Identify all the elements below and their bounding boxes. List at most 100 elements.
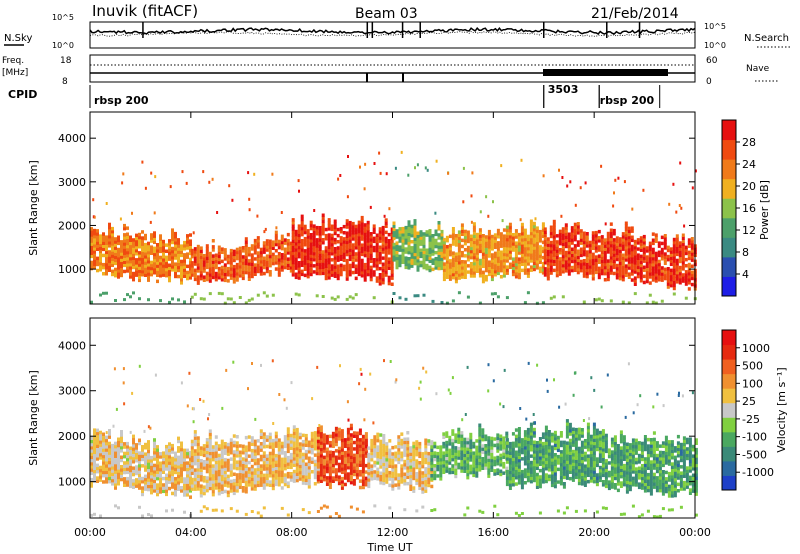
heatmap-cell (469, 448, 473, 453)
heatmap-cell (404, 247, 408, 251)
heatmap-cell (117, 478, 120, 483)
heatmap-cell (205, 274, 209, 279)
heatmap-cell (490, 274, 494, 278)
heatmap-cell (250, 442, 254, 446)
heatmap-cell (321, 253, 325, 257)
heatmap-cell (508, 256, 512, 260)
heatmap-cell (675, 280, 679, 284)
heatmap-cell (153, 441, 156, 445)
heatmap-cell (448, 243, 452, 248)
heatmap-cell (552, 225, 556, 230)
heatmap-cell (250, 458, 254, 462)
heatmap-cell (546, 277, 550, 281)
heatmap-cell (229, 270, 233, 274)
heatmap-cell (523, 268, 527, 272)
heatmap-cell (321, 219, 325, 224)
heatmap-cell (220, 259, 224, 264)
heatmap-cell (310, 441, 314, 445)
heatmap-cell (129, 244, 132, 249)
heatmap-cell (357, 263, 361, 267)
heatmap-cell (123, 260, 126, 264)
heatmap-cell (310, 457, 314, 461)
heatmap-cell (123, 477, 126, 481)
heatmap-cell (325, 469, 329, 474)
heatmap-cell (159, 255, 162, 260)
heatmap-cell (226, 273, 230, 277)
heatmap-cell (129, 253, 132, 258)
heatmap-cell (375, 257, 379, 262)
heatmap-cell (162, 248, 165, 253)
heatmap-cell (633, 242, 637, 247)
heatmap-cell (174, 483, 177, 487)
heatmap-cell (271, 359, 274, 363)
heatmap-cell (315, 262, 319, 266)
heatmap-cell (499, 402, 502, 406)
heatmap-cell (493, 242, 497, 246)
heatmap-cell (398, 248, 402, 252)
heatmap-cell (238, 274, 242, 278)
heatmap-cell (342, 258, 346, 262)
heatmap-cell (346, 466, 350, 470)
heatmap-cell (505, 256, 509, 260)
heatmap-cell (174, 241, 177, 245)
heatmap-cell (349, 468, 353, 472)
heatmap-cell (484, 259, 488, 264)
heatmap-cell (561, 266, 565, 271)
heatmap-cell (238, 261, 242, 266)
heatmap-cell (400, 454, 404, 459)
heatmap-cell (292, 457, 296, 461)
heatmap-cell (609, 256, 613, 260)
heatmap-cell (567, 253, 571, 258)
heatmap-cell (600, 247, 604, 251)
heatmap-cell (364, 387, 367, 391)
heatmap-cell (241, 479, 245, 484)
heatmap-cell (490, 256, 494, 260)
heatmap-cell (421, 471, 425, 475)
heatmap-cell (424, 438, 428, 442)
heatmap-cell (211, 457, 215, 462)
heatmap-cell (321, 213, 325, 217)
heatmap-cell (313, 482, 317, 486)
heatmap-cell (430, 474, 434, 478)
heatmap-cell (415, 459, 419, 463)
heatmap-cell (327, 227, 331, 231)
heatmap-cell (150, 487, 153, 492)
heatmap-cell (564, 259, 568, 264)
nsearch-trace (89, 31, 696, 37)
heatmap-cell (406, 459, 410, 464)
heatmap-cell (535, 229, 539, 233)
heatmap-cell (532, 264, 536, 269)
heatmap-cell (684, 273, 688, 277)
heatmap-cell (397, 454, 401, 458)
heatmap-cell (549, 268, 553, 272)
heatmap-cell (437, 260, 441, 265)
heatmap-cell (156, 273, 159, 277)
heatmap-cell (600, 250, 604, 254)
heatmap-cell (591, 273, 595, 278)
heatmap-cell (372, 236, 376, 241)
heatmap-cell (436, 467, 440, 472)
heatmap-cell (268, 245, 272, 250)
heatmap-cell (532, 234, 536, 238)
heatmap-cell (117, 443, 120, 448)
heatmap-cell (428, 232, 432, 236)
heatmap-cell (361, 473, 365, 477)
heatmap-cell (412, 470, 416, 474)
heatmap-cell (202, 447, 206, 451)
heatmap-cell (283, 241, 287, 245)
heatmap-cell (292, 450, 296, 455)
heatmap-cell (96, 259, 99, 264)
heatmap-cell (606, 268, 610, 272)
heatmap-cell (93, 460, 96, 464)
heatmap-cell (395, 256, 399, 261)
heatmap-cell (532, 249, 536, 253)
heatmap-cell (211, 260, 215, 264)
heatmap-cell (392, 245, 396, 250)
heatmap-cell (360, 215, 364, 220)
heatmap-cell (469, 234, 473, 238)
heatmap-cell (162, 245, 165, 250)
heatmap-cell (529, 244, 533, 248)
heatmap-cell (289, 437, 293, 441)
heatmap-cell (223, 442, 227, 446)
heatmap-cell (117, 263, 120, 267)
